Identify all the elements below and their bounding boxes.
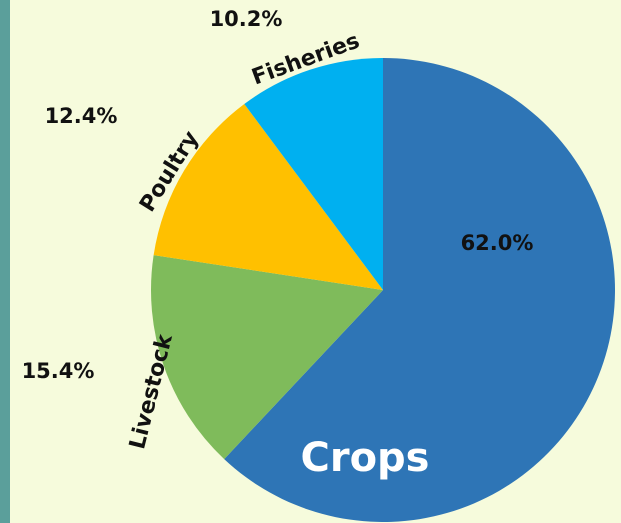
left-border [0,0,10,523]
chart: Crops62.0%Livestock15.4%Poultry12.4%Fish… [0,0,621,523]
slice-name: Crops [300,435,429,481]
value-label: 12.4% [45,104,118,128]
page: Crops62.0%Livestock15.4%Poultry12.4%Fish… [0,0,621,523]
value-label: 62.0% [461,231,534,255]
value-label: 10.2% [210,7,283,31]
value-label: 15.4% [22,359,95,383]
